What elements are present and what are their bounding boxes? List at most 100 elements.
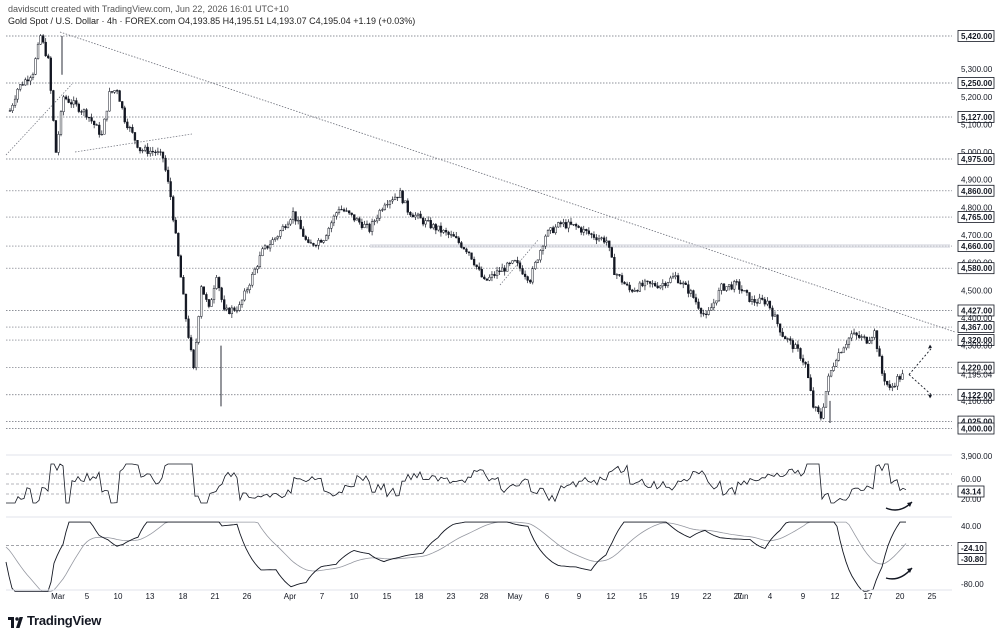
candle-body: [582, 229, 585, 233]
candle-body: [146, 146, 149, 154]
candle-body: [842, 347, 846, 353]
symbol-line: Gold Spot / U.S. Dollar · 4h · FOREX.com…: [8, 16, 416, 26]
candle-body: [113, 90, 116, 93]
rsi-tick-label: 20.00: [961, 495, 982, 504]
candle-body: [506, 262, 509, 272]
candle-body: [837, 352, 840, 361]
candle-body: [465, 248, 468, 253]
candle-body: [610, 247, 613, 258]
candle-body: [256, 266, 259, 270]
candle-body: [373, 220, 376, 222]
candle-body: [526, 276, 529, 281]
candle-body: [434, 224, 438, 231]
candle-body: [62, 96, 65, 112]
candle-body: [138, 147, 142, 152]
candle-body: [462, 247, 466, 250]
candle-body: [370, 221, 374, 232]
candle-body: [85, 109, 88, 118]
candle-body: [735, 281, 738, 283]
candle-body: [154, 151, 157, 153]
candle-body: [534, 262, 537, 269]
support-zone: [370, 244, 950, 248]
candle-body: [705, 313, 708, 315]
candle-body: [460, 242, 463, 248]
arrow-head: [907, 502, 912, 507]
candle-body: [809, 377, 812, 391]
arrow-head: [928, 394, 932, 399]
candle-body: [52, 90, 55, 121]
candle-body: [414, 214, 417, 218]
price-tick-label: 4,800.00: [961, 203, 993, 212]
candle-body: [235, 310, 239, 312]
candle-body: [386, 204, 389, 206]
tradingview-logo-icon: [8, 615, 23, 628]
price-tag-label: 5,127.00: [961, 113, 993, 122]
candle-body: [727, 284, 731, 287]
time-tick-label: 26: [243, 592, 252, 601]
candle-body: [791, 340, 795, 349]
candle-body: [817, 406, 820, 413]
candle-body: [24, 79, 27, 86]
candle-body: [169, 181, 172, 198]
candle-body: [580, 227, 583, 233]
candle-body: [618, 274, 621, 276]
candle-body: [753, 299, 756, 303]
time-tick-label: 6: [545, 592, 550, 601]
candle-body: [19, 84, 22, 90]
candle-body: [11, 104, 14, 111]
candle-body: [518, 262, 522, 269]
candle-body: [447, 231, 450, 235]
price-tick-label: 5,200.00: [961, 93, 993, 102]
macd-signal-line: [5, 521, 907, 592]
wedge-line: [5, 83, 73, 156]
candle-body: [503, 267, 506, 272]
candle-body: [365, 223, 369, 226]
rsi-value-label: 43.14: [961, 488, 982, 497]
candle-body: [442, 229, 445, 233]
candle-body: [875, 330, 879, 349]
candle-body: [225, 307, 228, 310]
candle-body: [452, 234, 455, 237]
candle-body: [608, 240, 611, 248]
candle-body: [786, 338, 789, 340]
candle-body: [49, 57, 52, 91]
candle-body: [654, 283, 657, 287]
time-tick-label: 28: [480, 592, 489, 601]
candle-body: [697, 301, 700, 309]
time-tick-label: 17: [864, 592, 873, 601]
candle-body: [840, 351, 843, 354]
candle-body: [286, 223, 290, 229]
time-tick-label: 4: [768, 592, 773, 601]
candle-body: [368, 223, 371, 232]
candle-body: [149, 150, 152, 154]
candle-body: [567, 221, 570, 229]
attribution-text: davidscutt created with TradingView.com,…: [8, 4, 289, 14]
candle-body: [266, 245, 269, 249]
descending-trendline: [59, 31, 956, 333]
candle-body: [812, 390, 815, 408]
candle-body: [671, 276, 675, 279]
candle-body: [427, 220, 430, 222]
time-tick-label: 12: [831, 592, 840, 601]
candle-body: [597, 238, 601, 241]
candle-body: [585, 229, 588, 232]
candle-body: [223, 299, 226, 310]
candle-body: [197, 316, 200, 343]
candle-body: [437, 225, 440, 231]
price-tag: [957, 111, 995, 123]
candle-body: [39, 35, 42, 45]
tradingview-logo-text: TradingView: [27, 613, 102, 628]
candle-body: [419, 213, 422, 219]
candle-body: [238, 304, 241, 311]
candle-body: [263, 245, 267, 250]
time-tick-label: 10: [350, 592, 359, 601]
candle-body: [432, 224, 435, 229]
candle-body: [439, 225, 443, 233]
time-tick-label: 23: [447, 592, 456, 601]
candle-body: [819, 411, 823, 419]
candle-body: [291, 211, 295, 221]
candle-body: [717, 290, 721, 302]
candle-body: [406, 200, 409, 213]
